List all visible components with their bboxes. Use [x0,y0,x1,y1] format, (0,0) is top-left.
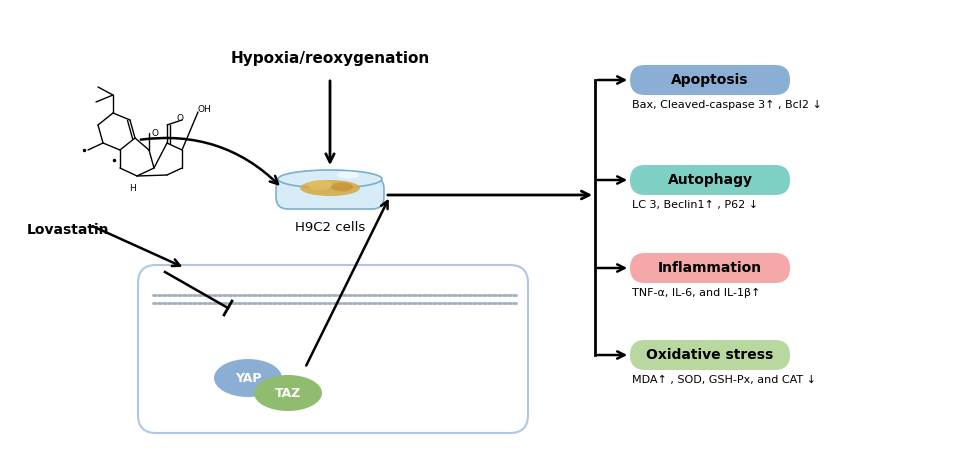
Ellipse shape [337,172,359,179]
Text: O: O [151,128,158,138]
Ellipse shape [254,375,322,411]
Ellipse shape [307,180,332,190]
FancyBboxPatch shape [630,253,790,283]
Text: H9C2 cells: H9C2 cells [295,221,365,234]
Text: YAP: YAP [235,372,261,385]
Ellipse shape [331,182,353,192]
FancyBboxPatch shape [630,165,790,195]
Text: Lovastatin: Lovastatin [27,223,109,237]
Text: Oxidative stress: Oxidative stress [646,348,774,362]
Text: TNF-α, IL-6, and IL-1β↑: TNF-α, IL-6, and IL-1β↑ [632,288,760,298]
Text: Autophagy: Autophagy [667,173,753,187]
Text: Apoptosis: Apoptosis [671,73,749,87]
Text: OH: OH [198,105,212,113]
Text: MDA↑ , SOD, GSH-Px, and CAT ↓: MDA↑ , SOD, GSH-Px, and CAT ↓ [632,375,816,385]
Text: O: O [177,113,183,122]
Text: LC 3, Beclin1↑ , P62 ↓: LC 3, Beclin1↑ , P62 ↓ [632,200,758,210]
Text: Bax, Cleaved-caspase 3↑ , Bcl2 ↓: Bax, Cleaved-caspase 3↑ , Bcl2 ↓ [632,100,822,110]
Text: Inflammation: Inflammation [658,261,762,275]
FancyBboxPatch shape [276,177,384,209]
Text: H: H [130,184,136,193]
FancyBboxPatch shape [630,65,790,95]
Text: Hypoxia/reoxygenation: Hypoxia/reoxygenation [230,51,430,66]
Text: TAZ: TAZ [275,386,301,399]
FancyBboxPatch shape [630,340,790,370]
Ellipse shape [214,359,282,397]
Ellipse shape [278,170,382,188]
FancyBboxPatch shape [138,265,528,433]
Ellipse shape [300,180,360,196]
